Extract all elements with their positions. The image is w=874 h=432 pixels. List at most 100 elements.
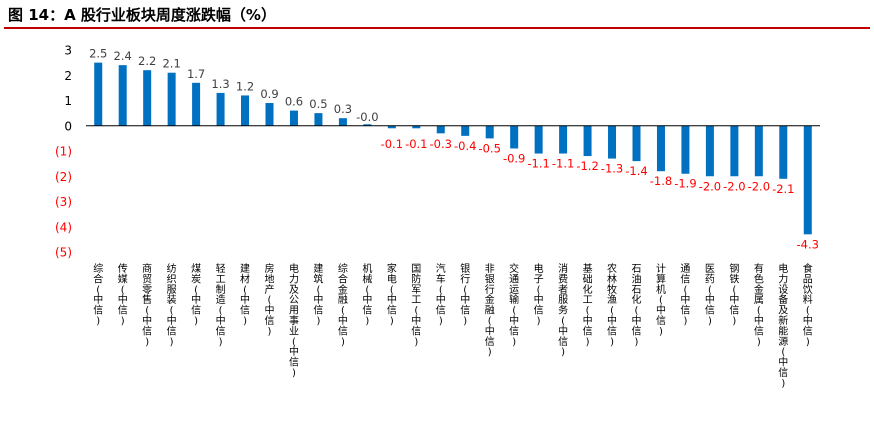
x-tick-label: 综合金融(中信) [338, 262, 348, 348]
y-tick-label: (2) [55, 170, 72, 184]
data-label: -0.3 [430, 137, 452, 151]
data-label: -2.0 [723, 179, 745, 193]
data-labels: 2.5 2.4 2.2 2.11.71.3 1.20.90.6 0.5 0.3-0.0-0.… [89, 47, 819, 252]
bar [485, 125, 494, 139]
x-tick-label: 电力及公用事业(中信) [289, 262, 299, 379]
x-tick-label: 食品饮料(中信) [803, 262, 813, 348]
bar [705, 125, 714, 177]
data-label: -1.1 [552, 157, 574, 171]
bar [387, 125, 396, 129]
bar [314, 113, 323, 126]
y-tick-label: (3) [55, 195, 72, 209]
bar [461, 125, 470, 136]
data-label: 1.2 [236, 79, 254, 93]
y-tick-label: (5) [55, 246, 72, 260]
data-label: -0.0 [356, 110, 378, 124]
x-tick-label: 非银行金融(中信) [485, 263, 495, 358]
bar [143, 70, 152, 126]
x-tick-label: 电力设备及新能源(中信) [778, 262, 788, 389]
x-axis-labels: 综合(中信) 传媒(中信) 商贸零售(中信) 纺织服装(中信) 煤炭(中信) 轻工制造(中… [93, 262, 813, 389]
data-label: -1.4 [625, 164, 647, 178]
data-label: -4.3 [797, 237, 819, 251]
data-label: -1.1 [527, 157, 549, 171]
data-label: -1.9 [674, 177, 696, 191]
bar [118, 65, 127, 126]
bar [754, 125, 763, 177]
bar [656, 125, 665, 172]
bar [265, 103, 274, 126]
x-tick-label: 综合(中信) [93, 262, 103, 327]
data-label: 1.3 [211, 77, 229, 91]
y-tick-label: 1 [64, 94, 72, 108]
x-tick-label: 计算机(中信) [656, 262, 666, 337]
y-tick-label: 0 [64, 119, 72, 133]
data-label: -2.0 [699, 179, 721, 193]
y-axis-ticks: 3 2 1 0 (1) (2) (3) (4) (5) [55, 44, 72, 260]
x-tick-label: 纺织服装(中信) [167, 262, 177, 348]
data-label: -0.9 [503, 151, 525, 165]
bar [632, 125, 641, 162]
data-label: 0.9 [260, 87, 278, 101]
bar [289, 110, 298, 126]
bar [730, 125, 739, 177]
x-tick-label: 建筑(中信) [313, 262, 323, 327]
x-tick-label: 传媒(中信) [118, 263, 128, 327]
x-tick-label: 有色金属(中信) [754, 262, 764, 348]
bar [192, 82, 201, 126]
x-tick-label: 汽车(中信) [436, 262, 446, 327]
bar [681, 125, 690, 174]
x-tick-label: 煤炭(中信) [191, 262, 201, 327]
bar [363, 124, 372, 126]
bar [167, 72, 176, 126]
data-label: -1.3 [601, 162, 623, 176]
data-label: -0.5 [478, 141, 500, 155]
bar [436, 125, 445, 134]
bar [534, 125, 543, 154]
x-tick-label: 家电(中信) [387, 262, 397, 327]
bar [608, 125, 617, 159]
data-label: 2.4 [114, 49, 132, 63]
bar [241, 95, 250, 126]
bar [94, 62, 103, 126]
bar [803, 125, 812, 235]
x-tick-label: 石油石化(中信) [632, 264, 642, 348]
data-label: 0.6 [285, 95, 303, 109]
x-tick-label: 电子(中信) [534, 262, 544, 327]
figure-title: 图 14：A 股行业板块周度涨跌幅（%） [8, 6, 276, 24]
x-tick-label: 商贸零售(中信) [142, 262, 152, 348]
data-label: 1.7 [187, 67, 205, 81]
data-label: 2.2 [138, 54, 156, 68]
y-tick-label: (1) [55, 145, 72, 159]
y-tick-label: 3 [64, 44, 72, 58]
data-label: -1.8 [650, 174, 672, 188]
x-tick-label: 房地产(中信) [265, 262, 275, 337]
data-label: -0.4 [454, 139, 476, 153]
bars [94, 62, 812, 235]
x-tick-label: 银行(中信) [460, 262, 470, 327]
x-tick-label: 钢铁(中信) [729, 262, 739, 327]
data-label: -2.1 [772, 182, 794, 196]
y-tick-label: (4) [55, 220, 72, 234]
x-tick-label: 建材(中信) [240, 262, 250, 327]
x-tick-label: 国防军工(中信) [411, 263, 421, 348]
bar [510, 125, 519, 149]
x-tick-label: 交通运输(中信) [509, 262, 519, 348]
x-tick-label: 消费者服务(中信) [558, 262, 568, 358]
bar [583, 125, 592, 157]
x-tick-label: 农林牧渔(中信) [607, 262, 617, 348]
data-label: -0.1 [381, 137, 403, 151]
x-tick-label: 机械(中信) [362, 262, 372, 327]
x-tick-label: 基础化工(中信) [583, 262, 593, 348]
bar [338, 118, 347, 126]
data-label: 0.5 [309, 97, 327, 111]
bar [412, 125, 421, 129]
bar [779, 125, 788, 179]
bar [559, 125, 568, 154]
data-label: -1.2 [576, 159, 598, 173]
y-tick-label: 2 [64, 69, 72, 83]
data-label: 2.5 [89, 47, 107, 61]
title-rule [4, 27, 870, 29]
bar [216, 92, 225, 126]
x-tick-label: 轻工制造(中信) [216, 262, 226, 348]
